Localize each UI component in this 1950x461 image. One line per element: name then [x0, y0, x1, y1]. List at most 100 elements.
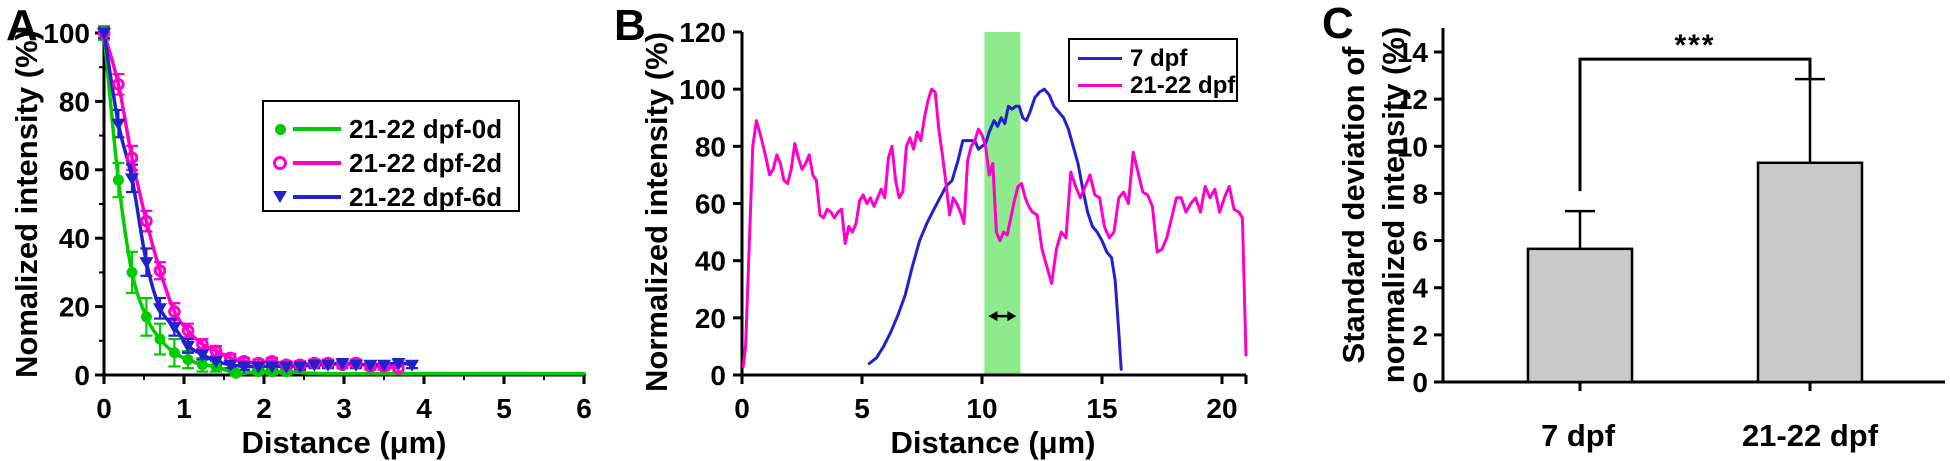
y-tick-label: 6 — [1412, 226, 1428, 257]
data-point — [307, 359, 322, 372]
data-point — [126, 266, 138, 278]
data-point — [153, 303, 167, 316]
data-point — [125, 151, 139, 165]
x-tick-label: 1 — [176, 393, 192, 424]
x-tick-label: 3 — [336, 393, 352, 424]
panel-c-letter: C — [1322, 0, 1354, 48]
legend-label: 21-22 dpf-0d — [349, 113, 503, 144]
data-point — [377, 359, 391, 372]
data-point — [391, 358, 406, 371]
y-tick-label: 100 — [679, 74, 726, 105]
y-tick-label: 120 — [679, 17, 726, 48]
data-point — [112, 174, 124, 186]
data-point — [335, 358, 350, 371]
data-point — [153, 264, 167, 277]
profile-curve-21-22 dpf — [741, 87, 1248, 368]
data-point — [168, 347, 180, 359]
legend-label: 21-22 dpf-2d — [349, 147, 503, 178]
markers-21-22 dpf-6d — [97, 28, 419, 374]
legend-item-21-22-dpf-0d: 21-22 dpf-0d — [272, 112, 518, 146]
markers-21-22 dpf-0d — [98, 27, 292, 379]
data-point — [97, 28, 111, 40]
data-point — [405, 359, 419, 372]
y-tick-label: 40 — [695, 246, 726, 277]
y-tick-label: 4 — [1412, 273, 1428, 304]
bar-7 dpf — [1526, 247, 1634, 384]
y-tick-label: 20 — [695, 303, 726, 334]
bar-category-label-7dpf: 7 dpf — [1540, 418, 1616, 453]
legend-item-21-22-dpf-2d: 21-22 dpf-2d — [272, 146, 518, 180]
legend-line-magenta — [293, 161, 341, 165]
y-tick-label: 100 — [43, 18, 90, 49]
panel-a-letter: A — [6, 1, 38, 50]
bar-21-22 dpf — [1756, 161, 1864, 384]
panel-b-y-axis-title: Normalized intensity (%) — [639, 32, 674, 392]
data-point — [139, 257, 154, 270]
legend-item-21-22-dpf-6d: 21-22 dpf-6d — [272, 180, 518, 214]
legend-line-blue — [293, 195, 341, 199]
band-width-arrow — [988, 311, 1017, 322]
data-point — [196, 337, 209, 351]
panel-c-y-axis-title-line2: normalized intensity (%) — [1376, 26, 1411, 384]
data-point — [140, 214, 153, 228]
y-tick-label: 10 — [1397, 131, 1428, 162]
data-point — [196, 359, 208, 371]
panel-a-legend: 21-22 dpf-0d 21-22 dpf-2d 21-22 dpf-6d — [262, 100, 520, 212]
x-tick-label: 6 — [576, 393, 592, 424]
triangle-down-icon — [272, 191, 288, 203]
data-point — [223, 359, 238, 372]
data-point — [182, 354, 194, 366]
legend-label: 21-22 dpf — [1130, 71, 1236, 99]
x-tick-label: 5 — [496, 393, 512, 424]
legend-line-magenta — [1078, 83, 1122, 88]
legend-line-green — [293, 127, 341, 131]
x-tick-label: 2 — [256, 393, 272, 424]
panel-c-y-axis-title: Standard deviation of normalized intensi… — [1334, 27, 1414, 384]
bar-category-label-21-22dpf: 21-22 dpf — [1741, 418, 1879, 453]
y-tick-label: 2 — [1412, 320, 1428, 351]
panel-b-x-axis-title: Distance (μm) — [890, 425, 1096, 460]
open-circle-icon — [272, 156, 288, 170]
panel-b-chart: 0 5 10 15 20 0 20 40 60 80 100 120 — [679, 17, 1248, 424]
data-point — [167, 322, 182, 335]
data-point — [321, 359, 335, 372]
x-tick-label: 10 — [966, 393, 997, 424]
arrow-head-left — [988, 311, 998, 322]
y-tick-label: 8 — [1412, 178, 1428, 209]
legend-line-blue — [1078, 56, 1122, 61]
data-point — [230, 367, 242, 379]
y-tick-label: 12 — [1397, 84, 1428, 115]
panel-a-x-axis-title: Distance (μm) — [241, 425, 447, 460]
x-tick-label: 20 — [1206, 393, 1237, 424]
y-tick-label: 80 — [695, 131, 726, 162]
y-tick-label: 0 — [1412, 367, 1428, 398]
data-point — [349, 359, 363, 372]
y-tick-label: 80 — [59, 86, 90, 117]
y-tick-label: 60 — [695, 189, 726, 220]
y-tick-label: 60 — [59, 155, 90, 186]
y-tick-label: 20 — [59, 292, 90, 323]
data-point — [125, 173, 139, 186]
arrow-head-right — [1007, 311, 1017, 322]
data-point — [279, 361, 294, 374]
data-point — [140, 311, 152, 323]
y-tick-label: 40 — [59, 223, 90, 254]
significance-stars: *** — [1674, 29, 1716, 62]
data-point — [154, 333, 166, 345]
legend-label: 21-22 dpf-6d — [349, 181, 503, 212]
data-point — [181, 340, 195, 353]
panel-c-plot: 0 2 4 6 8 10 12 14 — [1397, 28, 1945, 398]
legend-item-7dpf: 7 dpf — [1078, 45, 1236, 72]
y-tick-label: 0 — [74, 360, 90, 391]
data-point — [168, 305, 181, 319]
x-tick-label: 5 — [854, 393, 870, 424]
x-tick-label: 15 — [1086, 393, 1117, 424]
panel-a-y-axis-title: Nomalized intensity (%) — [9, 30, 44, 378]
legend-item-21-22dpf: 21-22 dpf — [1078, 72, 1236, 99]
x-tick-label: 4 — [416, 393, 432, 424]
legend-label: 7 dpf — [1130, 44, 1188, 72]
panel-c-chart: 0 2 4 6 8 10 12 14 — [1397, 28, 1945, 398]
